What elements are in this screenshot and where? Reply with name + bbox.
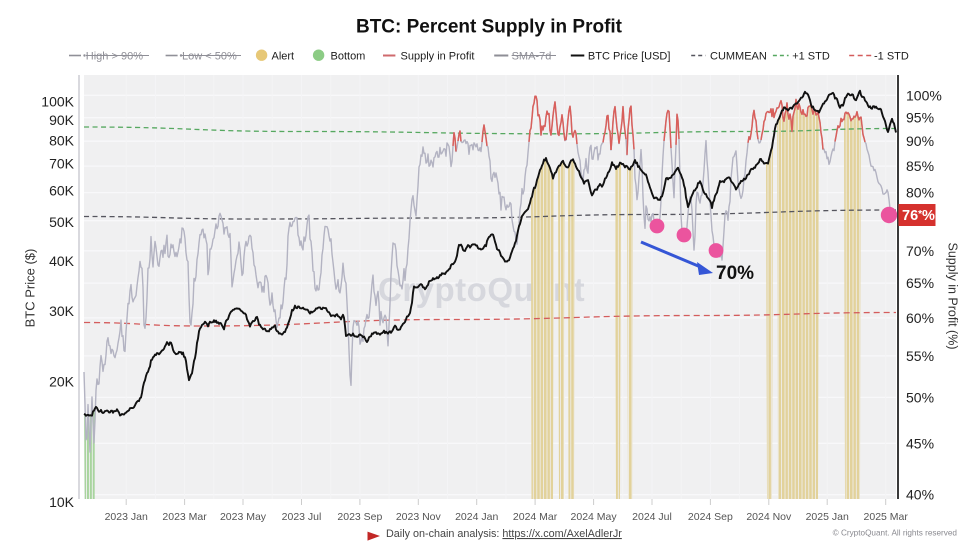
svg-text:2023 Nov: 2023 Nov [396, 511, 442, 523]
svg-text:2024 May: 2024 May [571, 511, 618, 523]
svg-text:2023 May: 2023 May [220, 511, 267, 523]
svg-text:Daily on-chain analysis: https: Daily on-chain analysis: https://x.com/A… [386, 528, 622, 540]
svg-text:80%: 80% [906, 185, 934, 201]
svg-text:BTC: Percent Supply in Profit: BTC: Percent Supply in Profit [356, 17, 623, 38]
svg-text:2024 Jul: 2024 Jul [632, 511, 672, 523]
svg-text:45%: 45% [906, 435, 934, 451]
svg-text:90K: 90K [49, 112, 75, 128]
svg-text:55%: 55% [906, 348, 934, 364]
svg-text:2025 Jan: 2025 Jan [806, 511, 849, 523]
svg-text:Supply in Profit (%): Supply in Profit (%) [946, 243, 960, 350]
svg-text:40%: 40% [906, 487, 934, 503]
svg-text:40K: 40K [49, 253, 75, 269]
svg-text:90%: 90% [906, 133, 934, 149]
svg-text:2024 Nov: 2024 Nov [746, 511, 792, 523]
svg-text:50%: 50% [906, 389, 934, 405]
svg-text:60%: 60% [906, 310, 934, 326]
svg-text:70%: 70% [906, 243, 934, 259]
svg-text:30K: 30K [49, 303, 75, 319]
svg-text:© CryptoQuant. All rights rese: © CryptoQuant. All rights reserved [833, 529, 958, 538]
svg-text:100K: 100K [41, 94, 74, 110]
svg-text:70%: 70% [716, 263, 754, 284]
svg-text:70K: 70K [49, 156, 75, 172]
svg-text:80K: 80K [49, 133, 75, 149]
svg-text:20K: 20K [49, 374, 75, 390]
svg-text:BTC Price ($): BTC Price ($) [23, 249, 38, 328]
svg-text:76*%: 76*% [902, 208, 935, 224]
svg-text:10K: 10K [49, 494, 75, 510]
svg-text:2023 Jul: 2023 Jul [282, 511, 322, 523]
svg-text:2023 Jan: 2023 Jan [105, 511, 148, 523]
svg-text:Supply in Profit: Supply in Profit [401, 51, 475, 63]
svg-text:CryptoQuant: CryptoQuant [378, 271, 585, 308]
svg-text:100%: 100% [906, 87, 942, 103]
svg-text:+1 STD: +1 STD [792, 51, 830, 63]
svg-text:BTC Price [USD]: BTC Price [USD] [588, 51, 671, 63]
svg-text:Alert: Alert [272, 51, 295, 63]
svg-text:-1 STD: -1 STD [874, 51, 909, 63]
svg-text:SMA-7d: SMA-7d [512, 51, 552, 63]
svg-text:2024 Sep: 2024 Sep [688, 511, 733, 523]
svg-text:60K: 60K [49, 183, 75, 199]
svg-text:2024 Jan: 2024 Jan [455, 511, 498, 523]
svg-text:65%: 65% [906, 275, 934, 291]
svg-text:2023 Sep: 2023 Sep [337, 511, 382, 523]
svg-text:High > 90%: High > 90% [86, 51, 143, 63]
svg-text:2024 Mar: 2024 Mar [513, 511, 558, 523]
svg-text:2025 Mar: 2025 Mar [864, 511, 909, 523]
svg-text:CUMMEAN: CUMMEAN [710, 51, 767, 63]
svg-text:Low < 50%: Low < 50% [182, 51, 237, 63]
svg-text:Bottom: Bottom [331, 51, 366, 63]
svg-text:85%: 85% [906, 158, 934, 174]
svg-text:50K: 50K [49, 214, 75, 230]
svg-text:95%: 95% [906, 110, 934, 126]
svg-text:2023 Mar: 2023 Mar [162, 511, 207, 523]
